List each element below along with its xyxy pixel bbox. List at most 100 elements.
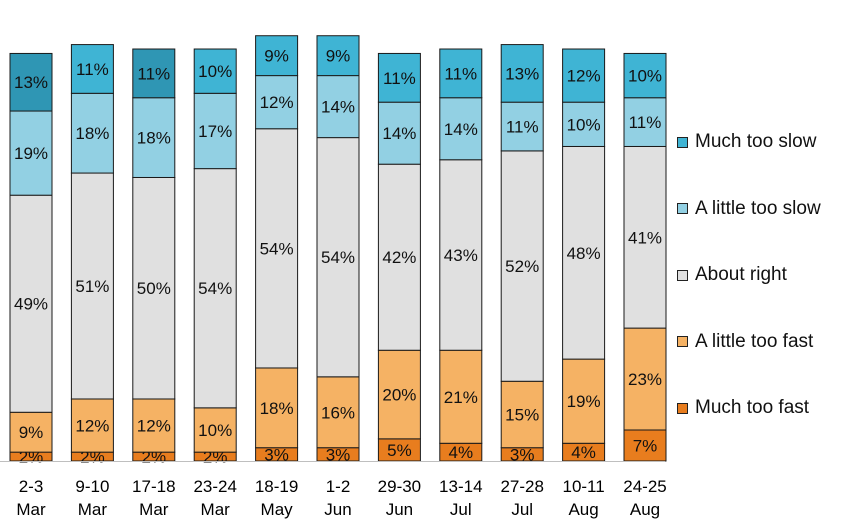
data-label: 13%	[505, 64, 539, 83]
bar-segment-much-too-slow	[132, 48, 176, 99]
data-label: 13%	[14, 73, 48, 92]
data-label: 41%	[628, 228, 662, 247]
x-tick-label: 17-18	[132, 477, 175, 496]
data-label: 12%	[567, 67, 601, 86]
data-label: 12%	[137, 417, 171, 436]
bar-segment-much-too-slow	[623, 52, 667, 99]
data-label: 50%	[137, 279, 171, 298]
data-label: 51%	[75, 277, 109, 296]
data-label: 18%	[137, 129, 171, 148]
bar-segment-much-too-slow	[193, 48, 237, 94]
data-label: 14%	[382, 124, 416, 143]
data-label: 20%	[382, 386, 416, 405]
bar-group: 3% 18% 54% 12% 9%	[255, 35, 299, 464]
x-axis: 2-3 Mar 9-10 Mar 17-18 Mar 23-24 Mar 18-19 May 1-2…	[0, 461, 667, 519]
data-label: 14%	[321, 98, 355, 117]
bar-group: 3% 16% 54% 14% 9%	[316, 35, 360, 464]
legend-label: A little too slow	[695, 197, 821, 219]
bar-segment-a-little-too-fast	[562, 358, 606, 444]
data-label: 42%	[382, 248, 416, 267]
bar-segment-about-right	[70, 172, 114, 400]
data-label: 11%	[383, 69, 416, 88]
data-label: 11%	[137, 64, 170, 83]
data-label: 4%	[449, 443, 474, 462]
bar-group: 2%12%50%18%11%	[132, 48, 176, 467]
bar-group: 2%9%49%19%13%	[9, 52, 53, 467]
legend-label: A little too fast	[695, 330, 814, 352]
bar-segment-much-too-slow	[70, 44, 114, 94]
bar-segment-much-too-slow	[439, 48, 483, 99]
x-tick-label: 9-10	[75, 477, 109, 496]
bar-segment-about-right	[132, 176, 176, 400]
legend-label: About right	[695, 264, 787, 285]
bar-segment-much-too-slow	[9, 52, 53, 112]
bar-group: 5% 20% 42% 14% 11%	[377, 52, 421, 462]
data-label: 43%	[444, 246, 478, 265]
bar-segment-much-too-slow	[562, 48, 606, 103]
data-label: 52%	[505, 257, 539, 276]
bar-segment-about-right	[439, 159, 483, 351]
data-label: 54%	[260, 239, 294, 258]
legend-label: Much too fast	[695, 397, 810, 418]
bar-segment-a-little-too-slow	[70, 92, 114, 174]
x-tick-label: 10-11	[562, 477, 604, 496]
x-tick-label: Jun	[386, 500, 413, 519]
data-label: 14%	[444, 120, 478, 139]
data-label: 23%	[628, 370, 662, 389]
data-label: 9%	[326, 47, 351, 66]
bar-segment-about-right	[500, 150, 544, 382]
bar-group: 2%10%54%17%10%	[193, 48, 237, 467]
bar-segment-a-little-too-fast	[132, 398, 176, 453]
x-tick-label: Mar	[16, 500, 46, 519]
legend-item-a-little-too-slow: A little too slow	[677, 197, 821, 221]
data-label: 7%	[633, 436, 658, 455]
legend-swatch	[677, 336, 688, 347]
data-label: 19%	[567, 392, 601, 411]
bar-segment-a-little-too-fast	[439, 349, 483, 444]
data-label: 18%	[75, 124, 109, 143]
x-tick-label: Jun	[324, 500, 351, 519]
bar-segment-much-too-slow	[377, 52, 421, 103]
data-label: 10%	[628, 67, 662, 86]
legend-swatch	[677, 402, 688, 414]
bar-segment-a-little-too-fast	[70, 398, 114, 453]
bar-segment-a-little-too-slow	[500, 101, 544, 152]
bar-segment-much-too-slow	[316, 35, 360, 77]
bar-segment-about-right	[377, 163, 421, 351]
data-label: 49%	[14, 295, 48, 314]
legend-item-about-right: About right	[677, 263, 787, 287]
legend-swatch	[677, 136, 688, 148]
data-label: 12%	[260, 93, 294, 112]
data-label: 4%	[571, 443, 596, 462]
x-tick-label: Jul	[450, 500, 472, 519]
data-label: 17%	[198, 122, 232, 141]
bar-group: 4% 21% 43% 14% 11%	[439, 48, 483, 462]
bar-segment-a-little-too-slow	[132, 97, 176, 178]
data-label: 48%	[567, 244, 601, 263]
data-label: 11%	[506, 118, 539, 137]
plot-area: 2%9%49%19%13%2%12%51%18%11%2%12%50%18%11…	[9, 35, 667, 467]
bar-segment-a-little-too-fast	[9, 411, 53, 453]
bar-segment-a-little-too-slow	[562, 101, 606, 147]
x-tick-label: 18-19	[255, 477, 298, 496]
x-tick-label: Aug	[630, 500, 660, 519]
x-tick-label: 29-30	[378, 477, 421, 496]
data-label: 10%	[198, 421, 232, 440]
data-label: 16%	[321, 403, 355, 422]
legend-item-much-too-slow: Much too slow	[677, 130, 816, 154]
legend-item-much-too-fast: Much too fast	[677, 396, 809, 420]
bar-segment-a-little-too-fast	[377, 349, 421, 440]
bar-segment-about-right	[623, 145, 667, 329]
data-label: 3%	[510, 445, 535, 464]
x-tick-label: May	[261, 500, 294, 519]
data-label: 18%	[260, 399, 294, 418]
data-label: 5%	[387, 441, 412, 460]
bar-group: 4% 19% 48% 10% 12%	[562, 48, 606, 462]
bar-segment-a-little-too-fast	[623, 327, 667, 431]
bar-segment-about-right	[9, 194, 53, 413]
data-label: 10%	[567, 115, 601, 134]
data-label: 10%	[198, 62, 232, 81]
bar-segment-much-too-fast	[623, 429, 667, 462]
data-label: 9%	[19, 423, 44, 442]
x-tick-label: Mar	[78, 500, 108, 519]
